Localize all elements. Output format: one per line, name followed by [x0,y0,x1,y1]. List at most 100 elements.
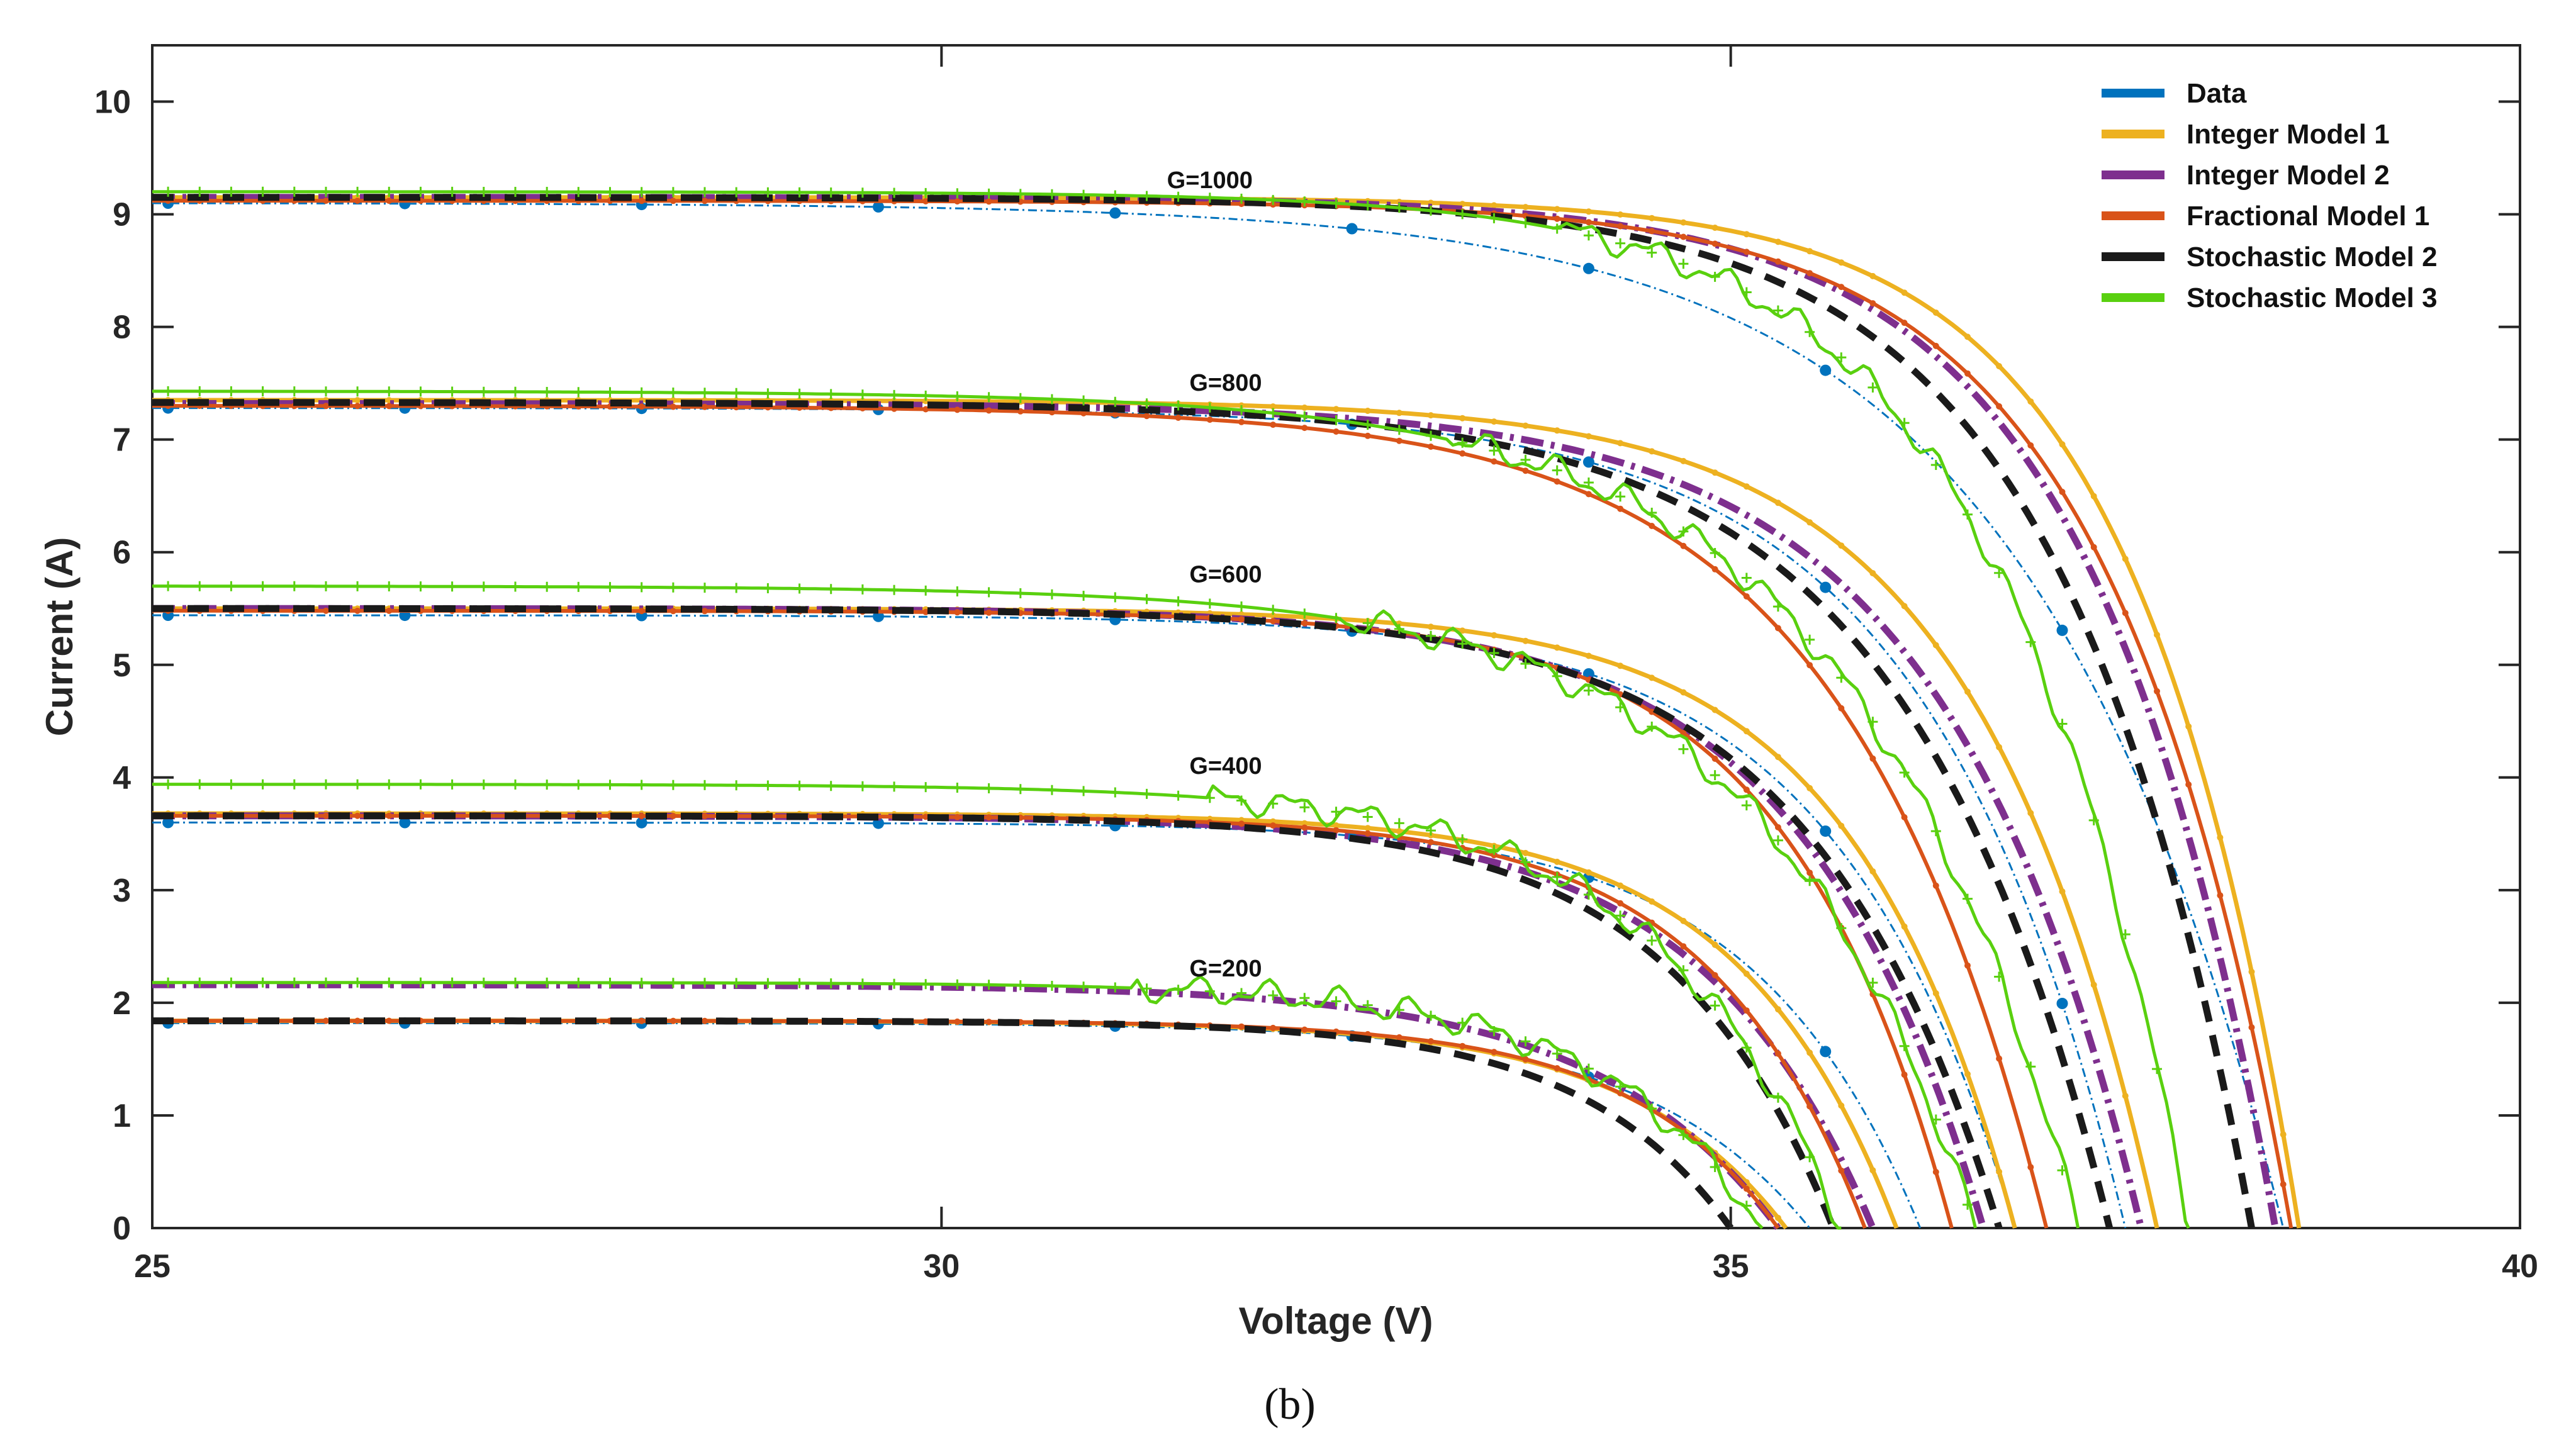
marker-integer-model-1 [1428,412,1434,419]
marker-stochastic-model-3 [415,779,426,790]
marker-stochastic-model-3 [1805,327,1815,337]
marker-stochastic-model-3 [983,392,994,403]
marker-stochastic-model-3 [1173,985,1184,995]
marker-stochastic-model-3 [321,581,331,591]
marker-stochastic-model-3 [1678,526,1689,537]
legend-label-fractional-model-1: Fractional Model 1 [2187,201,2429,232]
marker-fractional-model-1 [1711,756,1718,762]
marker-stochastic-model-3 [1899,418,1910,428]
marker-stochastic-model-3 [1741,573,1752,583]
marker-stochastic-model-3 [1899,1041,1910,1051]
marker-stochastic-model-3 [1520,1036,1531,1047]
marker-stochastic-model-3 [415,386,426,397]
marker-stochastic-model-3 [605,779,615,790]
marker-stochastic-model-3 [636,187,647,198]
marker-stochastic-model-3 [194,581,205,591]
marker-integer-model-1 [1774,238,1781,245]
legend-label-integer-model-1: Integer Model 1 [2187,119,2390,150]
marker-integer-model-1 [1617,662,1624,669]
marker-stochastic-model-3 [1520,218,1531,228]
y-tick-label: 10 [94,84,131,121]
marker-integer-model-1 [1869,868,1876,875]
marker-stochastic-model-3 [1394,818,1404,829]
marker-fractional-model-1 [1238,1023,1245,1030]
marker-data [1346,223,1358,235]
marker-stochastic-model-3 [1204,598,1215,609]
marker-fractional-model-1 [323,403,329,410]
marker-stochastic-model-3 [826,978,836,989]
marker-integer-model-1 [1996,744,2003,751]
marker-fractional-model-1 [2027,442,2034,449]
marker-integer-model-1 [1774,1006,1781,1013]
marker-stochastic-model-3 [1394,1005,1404,1015]
marker-integer-model-1 [1270,612,1277,619]
marker-stochastic-model-3 [1457,209,1468,220]
marker-stochastic-model-3 [1836,673,1847,683]
marker-stochastic-model-3 [257,581,268,591]
marker-stochastic-model-3 [1489,648,1499,658]
y-axis-label: Current (A) [38,537,81,737]
marker-stochastic-model-3 [573,187,584,198]
marker-stochastic-model-3 [1236,988,1246,998]
marker-stochastic-model-3 [1647,936,1657,946]
marker-fractional-model-1 [638,813,645,819]
figure-caption: (b) [1264,1380,1316,1429]
marker-stochastic-model-3 [1268,194,1279,205]
marker-stochastic-model-3 [510,187,520,197]
curves-layer [152,186,2302,1231]
marker-fractional-model-1 [702,403,708,410]
marker-stochastic-model-3 [1268,408,1279,418]
marker-fractional-model-1 [922,406,929,413]
marker-stochastic-model-3 [194,386,205,396]
marker-integer-model-1 [2059,441,2066,448]
marker-fractional-model-1 [669,813,676,819]
marker-stochastic-model-3 [1678,259,1689,269]
marker-stochastic-model-3 [1457,1017,1468,1028]
marker-stochastic-model-3 [1457,437,1468,448]
marker-stochastic-model-3 [1078,395,1089,406]
marker-integer-model-1 [1711,707,1718,713]
marker-integer-model-1 [1333,822,1340,829]
marker-stochastic-model-3 [1426,205,1436,216]
marker-integer-model-1 [1838,542,1845,549]
marker-integer-model-1 [1301,820,1308,827]
marker-integer-model-1 [1743,231,1750,238]
marker-stochastic-model-3 [668,187,678,198]
marker-stochastic-model-3 [1110,592,1121,603]
marker-fractional-model-1 [702,1017,708,1024]
marker-stochastic-model-3 [889,389,900,400]
marker-integer-model-1 [1617,211,1624,218]
marker-fractional-model-1 [1680,233,1687,240]
marker-fractional-model-1 [1711,240,1718,247]
marker-integer-model-1 [1774,1214,1781,1221]
marker-stochastic-model-3 [1457,639,1468,649]
marker-fractional-model-1 [1617,223,1624,230]
marker-integer-model-1 [1711,225,1718,231]
marker-stochastic-model-3 [1772,601,1783,612]
marker-integer-model-1 [2059,888,2066,895]
series-integer-model-2-g-200 [152,981,1781,1231]
marker-fractional-model-1 [985,1019,992,1025]
marker-stochastic-model-3 [1299,608,1310,619]
x-axis-label: Voltage (V) [1239,1300,1433,1342]
marker-fractional-model-1 [1270,618,1277,625]
marker-stochastic-model-3 [1236,795,1246,806]
marker-fractional-model-1 [1238,616,1245,623]
curve-label-g-600: G=600 [1189,561,1262,588]
markers-stochastic-model-3-g-400 [163,779,1815,1163]
marker-stochastic-model-3 [163,386,174,396]
marker-stochastic-model-3 [731,583,742,593]
marker-stochastic-model-3 [1331,415,1341,425]
marker-stochastic-model-3 [573,779,584,790]
marker-fractional-model-1 [1428,839,1434,846]
marker-integer-model-1 [1649,448,1655,455]
marker-stochastic-model-3 [194,779,205,790]
legend-label-stochastic-model-2: Stochastic Model 2 [2187,242,2438,272]
marker-integer-model-1 [1743,483,1750,490]
marker-integer-model-1 [1711,469,1718,476]
marker-stochastic-model-3 [415,581,426,592]
marker-fractional-model-1 [1428,1038,1434,1045]
marker-fractional-model-1 [1143,413,1150,420]
marker-stochastic-model-3 [1299,196,1310,207]
